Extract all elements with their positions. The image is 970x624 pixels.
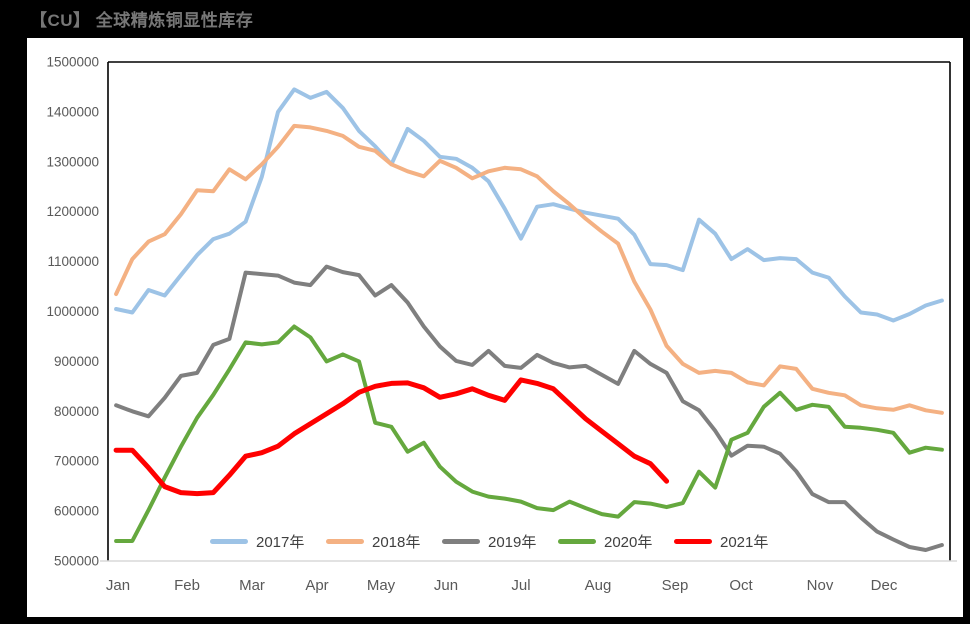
x-tick-label: Aug: [585, 577, 612, 594]
x-tick-label: Apr: [305, 577, 328, 594]
x-tick-label: Jun: [434, 577, 458, 594]
series-line-2020年: [114, 324, 944, 543]
chart-title: 【CU】 全球精炼铜显性库存: [30, 11, 254, 30]
chart-legend: 2017年 2018年 2019年 2020年 2021年: [210, 531, 790, 552]
x-tick-label: Mar: [239, 577, 265, 594]
legend-item: 2020年: [558, 531, 674, 552]
x-tick-label: Jan: [106, 577, 130, 594]
legend-item: 2021年: [674, 531, 790, 552]
legend-label: 2020年: [604, 534, 653, 551]
y-tick-label: 1300000: [46, 154, 99, 169]
legend-swatch: [326, 539, 364, 544]
y-tick-label: 1200000: [46, 204, 99, 219]
series-line-2017年: [114, 87, 944, 323]
chart-panel: [27, 38, 963, 617]
series-line-2018年: [114, 123, 944, 415]
y-tick-label: 1500000: [46, 55, 99, 70]
x-tick-label: Jul: [511, 577, 530, 594]
legend-item: 2019年: [442, 531, 558, 552]
legend-label: 2017年: [256, 534, 305, 551]
legend-item: 2017年: [210, 531, 326, 552]
y-tick-label: 1100000: [47, 254, 99, 269]
legend-item: 2018年: [326, 531, 442, 552]
x-tick-label: May: [367, 577, 396, 594]
x-tick-label: Oct: [729, 577, 753, 594]
x-tick-label: Dec: [871, 577, 898, 594]
y-tick-label: 1400000: [46, 104, 99, 119]
legend-label: 2019年: [488, 534, 537, 551]
y-tick-label: 1000000: [46, 304, 99, 319]
y-tick-label: 600000: [54, 504, 99, 519]
y-tick-label: 800000: [54, 404, 99, 419]
y-tick-label: 900000: [54, 354, 99, 369]
x-tick-label: Feb: [174, 577, 200, 594]
x-tick-label: Nov: [807, 577, 834, 594]
legend-swatch: [558, 539, 596, 544]
legend-swatch: [442, 539, 480, 544]
series-line-2019年: [114, 264, 944, 552]
y-tick-label: 500000: [54, 554, 99, 569]
x-tick-label: Sep: [662, 577, 689, 594]
y-tick-label: 700000: [54, 454, 99, 469]
legend-swatch: [210, 539, 248, 544]
legend-label: 2021年: [720, 534, 769, 551]
series-line-2021年: [113, 377, 670, 497]
legend-swatch: [674, 539, 712, 544]
legend-label: 2018年: [372, 534, 421, 551]
